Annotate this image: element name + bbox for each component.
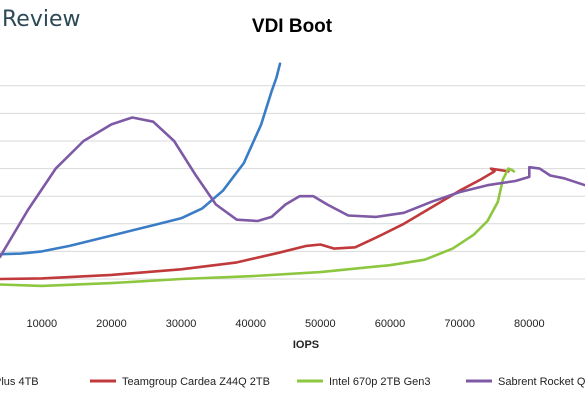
gridlines bbox=[0, 85, 585, 280]
legend-label: Intel 670p 2TB Gen3 bbox=[329, 376, 431, 388]
x-tick-label: 40000 bbox=[235, 318, 266, 330]
x-axis-label: IOPS bbox=[293, 339, 319, 351]
x-tick-label: 80000 bbox=[514, 318, 545, 330]
series-lines bbox=[0, 62, 585, 288]
series-line-3 bbox=[0, 167, 516, 288]
series-line-1 bbox=[0, 62, 282, 256]
x-tick-label: 60000 bbox=[375, 318, 406, 330]
brand-logo-text: Review bbox=[2, 7, 81, 32]
x-tick-label: 20000 bbox=[96, 318, 127, 330]
x-axis-ticks: 10000 20000 30000 40000 50000 60000 70000 80000 bbox=[26, 318, 544, 330]
x-tick-label: 50000 bbox=[305, 318, 336, 330]
x-tick-label: 70000 bbox=[444, 318, 475, 330]
series-line-4 bbox=[0, 116, 585, 259]
x-tick-label: 10000 bbox=[26, 318, 57, 330]
legend-label: Sabrent Rocket Q bbox=[498, 376, 585, 388]
legend-label: Teamgroup Cardea Z44Q 2TB bbox=[122, 376, 270, 388]
legend: l P3 Plus 4TB Teamgroup Cardea Z44Q 2TB In… bbox=[0, 376, 585, 388]
legend-label: l P3 Plus 4TB bbox=[0, 376, 39, 388]
x-tick-label: 30000 bbox=[166, 318, 197, 330]
series-line-2 bbox=[0, 167, 510, 281]
chart-title: VDI Boot bbox=[252, 16, 333, 37]
